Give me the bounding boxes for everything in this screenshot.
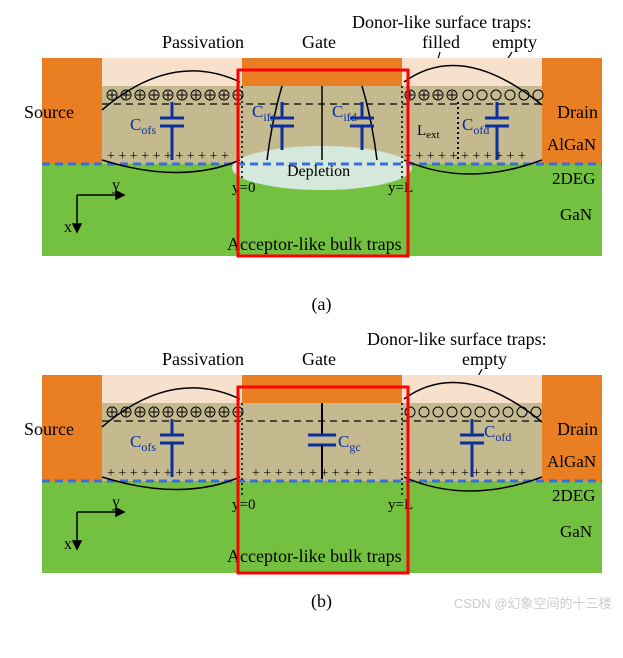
twoDEG-label-b: 2DEG [552,486,595,505]
gate-contact-b [242,375,402,403]
drain-label: Drain [557,102,598,122]
algan-label: AlGaN [547,135,596,154]
svg-text:+ + + + + + + + + + +: + + + + + + + + + + + [107,149,229,164]
plus-row-b: + + + + + + + + + + + + + + + + + + + + … [107,466,526,481]
passivation-label-b: Passivation [162,349,244,369]
y0-label: y=0 [232,180,255,196]
sublabel-a: (a) [22,294,622,315]
empty-label: empty [492,32,537,52]
empty-label-b: empty [462,349,507,369]
drain-label-b: Drain [557,419,598,439]
diagram-a-svg: Passivation Gate Donor-like surface trap… [22,10,622,290]
gan-label-b: GaN [560,522,592,541]
gate-label: Gate [302,32,336,52]
acceptor-label: Acceptor-like bulk traps [227,234,402,254]
figure-a: Passivation Gate Donor-like surface trap… [22,10,622,315]
passivation-label: Passivation [162,32,244,52]
figure-b: Passivation Gate Donor-like surface trap… [22,327,622,612]
donor-header: Donor-like surface traps: [352,12,532,32]
svg-text:+ + + + + + + + + + +: + + + + + + + + + + + [107,466,229,481]
acceptor-label-b: Acceptor-like bulk traps [227,546,402,566]
filled-label: filled [422,32,460,52]
gan-label: GaN [560,205,592,224]
diagram-b-svg: Passivation Gate Donor-like surface trap… [22,327,622,587]
gate-contact [242,58,402,86]
svg-text:+ + + + + + + + + + +: + + + + + + + + + + + [404,149,526,164]
twoDEG-label: 2DEG [552,169,595,188]
algan-label-b: AlGaN [547,452,596,471]
svg-text:+ + + + + + + + + + +: + + + + + + + + + + + [404,466,526,481]
donor-header-b: Donor-like surface traps: [367,329,547,349]
source-label: Source [24,102,74,122]
y0-label-b: y=0 [232,497,255,513]
x-axis-label-b: x [64,536,72,553]
depletion-label: Depletion [287,163,350,180]
y-axis-label-b: y [112,494,120,511]
gate-label-b: Gate [302,349,336,369]
svg-text:+ + + + + + + + + + +: + + + + + + + + + + + [252,466,374,481]
y-axis-label: y [112,177,120,194]
x-axis-label: x [64,219,72,236]
watermark: CSDN @幻象空间的十三楼 [454,593,612,612]
source-label-b: Source [24,419,74,439]
